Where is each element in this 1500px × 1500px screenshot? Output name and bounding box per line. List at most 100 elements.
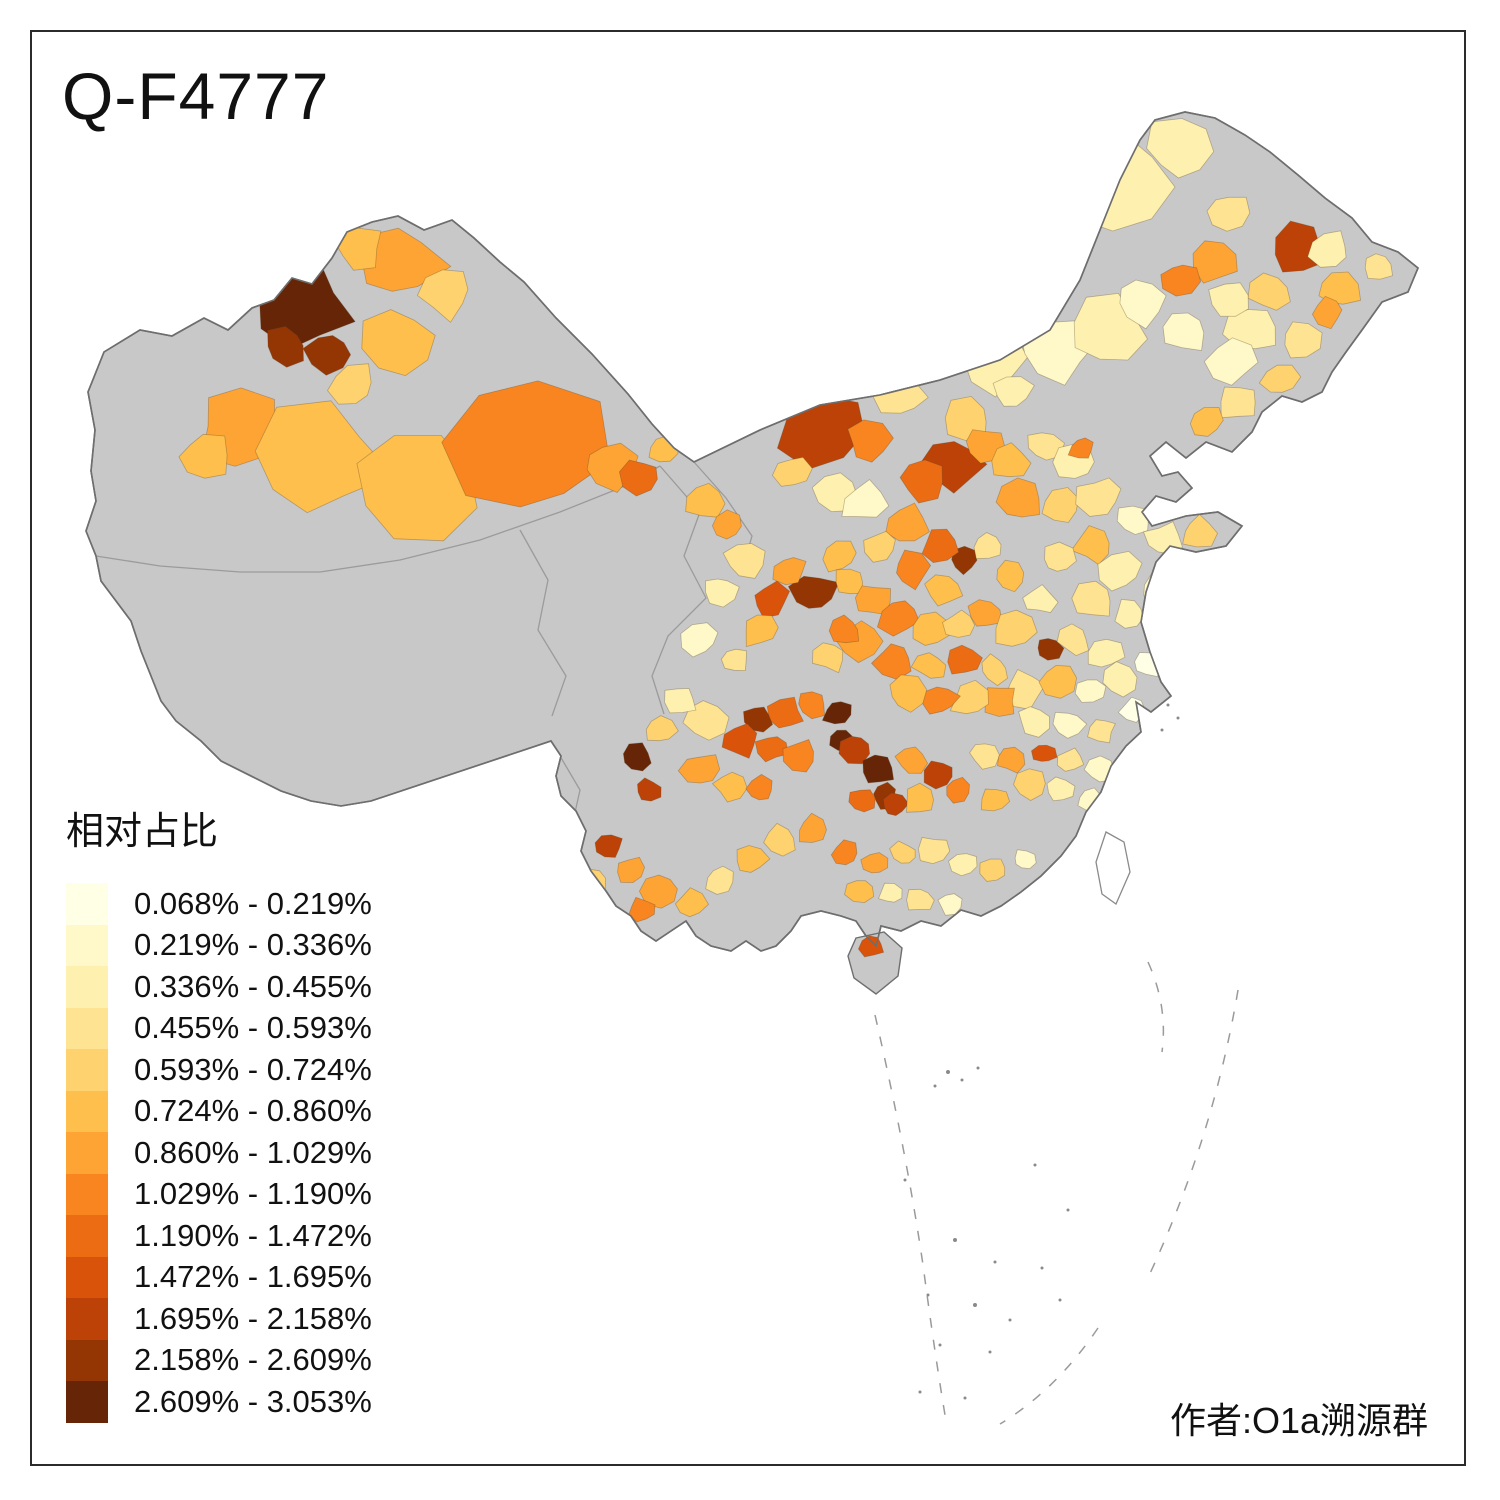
map-region	[921, 686, 962, 715]
legend-item: 1.190% - 1.472%	[66, 1215, 372, 1257]
map-region	[924, 574, 964, 607]
map-region	[638, 874, 678, 909]
map-region	[302, 335, 352, 376]
legend-label: 1.695% - 2.158%	[134, 1300, 372, 1336]
map-region	[1037, 638, 1065, 661]
island-dots	[903, 703, 1180, 1400]
map-region	[996, 559, 1025, 593]
map-region	[995, 477, 1040, 518]
legend-item: 1.029% - 1.190%	[66, 1173, 372, 1215]
legend-swatch	[66, 1007, 108, 1049]
map-region	[1044, 541, 1077, 572]
legend-label: 2.158% - 2.609%	[134, 1342, 372, 1378]
map-region	[906, 782, 934, 813]
map-region	[995, 609, 1038, 647]
map-region	[637, 777, 662, 802]
map-region	[848, 789, 876, 813]
map-region	[356, 434, 478, 542]
legend-swatch	[66, 1256, 108, 1298]
map-region	[1052, 711, 1088, 739]
legend-swatch	[66, 1090, 108, 1132]
map-region	[870, 643, 912, 681]
map-title: Q-F4777	[62, 59, 330, 133]
map-region	[721, 723, 758, 759]
map-region	[981, 653, 1008, 687]
map-region	[766, 696, 804, 729]
map-region	[1046, 776, 1076, 802]
map-region	[860, 852, 889, 874]
map-region	[1018, 706, 1050, 738]
legend-swatch	[66, 1298, 108, 1340]
map-region	[711, 509, 742, 540]
legend-label: 1.190% - 1.472%	[134, 1217, 372, 1253]
map-region	[1014, 849, 1037, 870]
author-credit: 作者:O1a溯源群	[1169, 1400, 1428, 1441]
map-region	[979, 858, 1006, 882]
legend-item: 2.609% - 3.053%	[66, 1381, 372, 1423]
map-region	[1119, 279, 1167, 330]
map-region	[948, 853, 978, 877]
map-region	[889, 840, 916, 864]
map-region	[720, 648, 747, 672]
map-region	[1067, 437, 1094, 459]
map-region	[1220, 386, 1256, 419]
map-region	[863, 530, 896, 563]
map-region	[921, 528, 960, 564]
south-china-sea-dashes	[874, 961, 1239, 1425]
map-region	[1013, 768, 1046, 801]
map-region	[1258, 364, 1302, 393]
map-region	[821, 701, 852, 725]
map-region	[822, 540, 857, 573]
legend-label: 1.472% - 1.695%	[134, 1259, 372, 1295]
taiwan-island	[1095, 831, 1131, 905]
map-region	[771, 456, 813, 487]
legend-label: 0.724% - 0.860%	[134, 1093, 372, 1129]
legend-item: 0.860% - 1.029%	[66, 1132, 372, 1174]
legend-swatch	[66, 966, 108, 1008]
map-region	[1203, 337, 1259, 386]
map-region	[1284, 321, 1323, 359]
map-region	[628, 896, 656, 923]
mainland-border-top	[85, 111, 1419, 952]
map-region	[876, 600, 920, 637]
legend-item: 0.336% - 0.455%	[66, 966, 372, 1008]
map-region	[1087, 638, 1126, 668]
map-region	[618, 459, 658, 497]
map-region	[1206, 196, 1251, 232]
map-region	[942, 609, 976, 638]
map-region	[1041, 487, 1079, 523]
legend-item: 1.695% - 2.158%	[66, 1298, 372, 1340]
map-region	[787, 575, 840, 609]
map-region	[705, 578, 740, 608]
map-region	[1143, 574, 1178, 605]
map-region	[1364, 253, 1394, 280]
map-region	[254, 400, 395, 514]
map-region	[722, 543, 766, 579]
map-region	[862, 754, 895, 784]
map-region	[906, 888, 935, 911]
map-region	[736, 845, 771, 873]
map-region	[835, 568, 864, 595]
legend-item: 1.472% - 1.695%	[66, 1256, 372, 1298]
legend-item: 0.068% - 0.219%	[66, 883, 372, 925]
map-region	[1189, 406, 1224, 437]
map-region	[967, 599, 1003, 627]
map-region	[830, 839, 858, 866]
map-region	[327, 363, 372, 405]
legend-label: 0.593% - 0.724%	[134, 1051, 372, 1087]
map-region	[980, 788, 1011, 812]
map-region	[899, 459, 943, 504]
map-region	[1075, 477, 1122, 517]
map-region	[711, 771, 748, 803]
map-region	[877, 882, 903, 903]
map-region	[1311, 295, 1343, 330]
map-region	[844, 880, 875, 904]
legend-item: 0.724% - 0.860%	[66, 1090, 372, 1132]
map-region	[847, 419, 894, 463]
map-region	[1160, 264, 1202, 297]
map-region	[622, 742, 652, 772]
map-region	[799, 812, 827, 843]
map-region	[946, 776, 970, 804]
legend-swatch	[66, 1215, 108, 1257]
